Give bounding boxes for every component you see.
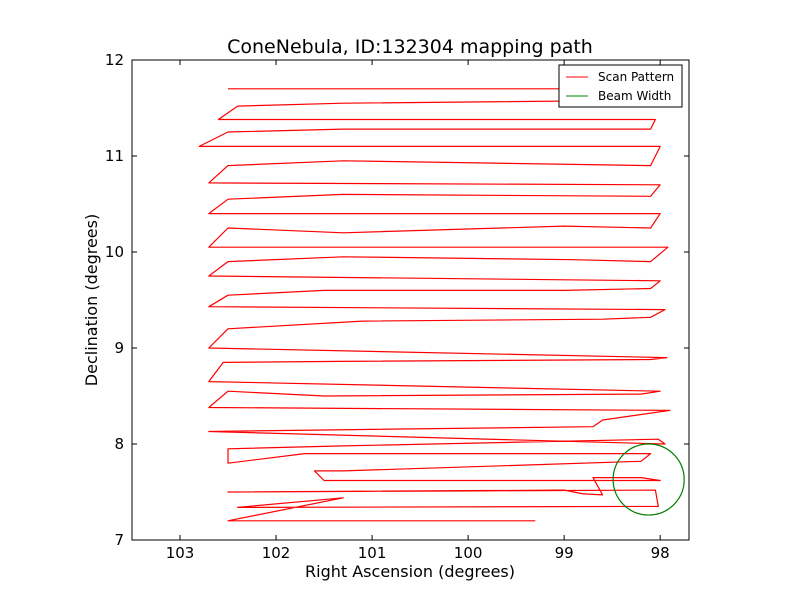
x-tick-label: 101	[358, 544, 387, 562]
y-tick-label: 9	[114, 339, 124, 357]
data-layer	[198, 88, 685, 522]
beam-width-circle	[612, 443, 685, 516]
x-tick-label: 99	[555, 544, 574, 562]
y-tick-label: 12	[105, 51, 124, 69]
x-tick-label: 100	[454, 544, 483, 562]
x-tick-label: 103	[166, 544, 195, 562]
x-axis: 103 102 101 100 99 98	[166, 60, 670, 562]
y-axis-label: Declination (degrees)	[82, 214, 101, 386]
plot-frame	[131, 59, 690, 541]
legend-label-scan-pattern: Scan Pattern	[598, 70, 674, 84]
y-tick-label: 7	[114, 531, 124, 549]
y-tick-label: 8	[114, 435, 124, 453]
x-tick-label: 102	[262, 544, 291, 562]
y-tick-label: 10	[105, 243, 124, 261]
plot-area	[132, 60, 689, 540]
x-axis-label: Right Ascension (degrees)	[305, 562, 515, 581]
y-tick-label: 11	[105, 147, 124, 165]
legend-label-beam-width: Beam Width	[598, 89, 671, 103]
y-axis: 7 8 9 10 11 12	[105, 51, 689, 549]
chart-title: ConeNebula, ID:132304 mapping path	[227, 36, 593, 58]
scan-pattern-line	[198, 88, 671, 522]
x-tick-label: 98	[651, 544, 670, 562]
legend-box	[558, 64, 683, 108]
legend: Scan Pattern Beam Width	[558, 64, 683, 108]
